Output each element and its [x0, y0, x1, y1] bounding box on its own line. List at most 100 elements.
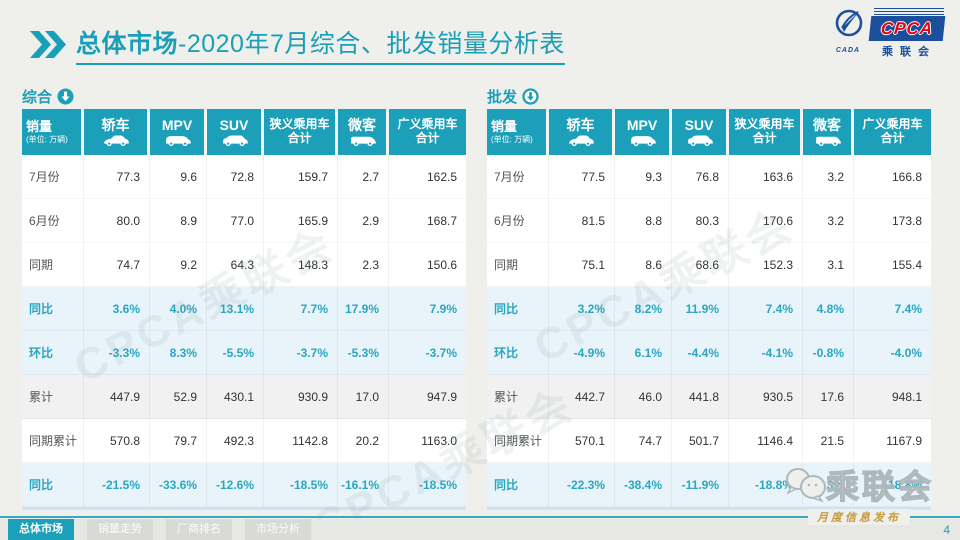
cada-label: CADA — [835, 47, 861, 54]
column-header: MPV — [150, 109, 207, 155]
title-prefix: 总体市场 — [76, 30, 179, 58]
table-cell: 9.2 — [150, 243, 207, 287]
row-label: 同比 — [22, 287, 84, 331]
table-cell: -0.8% — [803, 331, 854, 375]
footer-tab-bar: 总体市场 销量走势 厂商排名 市场分析 — [0, 519, 960, 540]
cpca-logo: CADA CPCA 乘联会 — [830, 8, 946, 59]
section-header-wholesale: 批发 — [487, 86, 931, 106]
tab-market-analysis[interactable]: 市场分析 — [245, 519, 311, 540]
table-cell: 1167.9 — [854, 419, 931, 463]
table-cell: 155.4 — [854, 243, 931, 287]
table-cell: 501.7 — [672, 419, 729, 463]
mpv-car-icon — [163, 134, 192, 147]
table-cell: -22.3% — [549, 463, 615, 507]
table-cell: 1146.4 — [729, 419, 803, 463]
table-cell: 21.5 — [803, 419, 854, 463]
table-cell: 8.6 — [615, 243, 672, 287]
row-label: 同期累计 — [22, 419, 84, 463]
table-cell: 8.8 — [615, 199, 672, 243]
column-header: 广义乘用车 合计 — [397, 117, 458, 145]
row-label: 环比 — [22, 331, 84, 375]
table-body: 7月份 77.3 9.6 72.8 159.7 2.7 162.5 6月份 80.0 8.9 77.… — [22, 155, 466, 510]
row-label: 同期 — [22, 243, 84, 287]
column-header: 狭义乘用车 合计 — [264, 109, 338, 155]
row-label: 环比 — [487, 331, 549, 375]
down-arrow-circle-icon — [57, 87, 74, 105]
table-cell: 7.7% — [264, 287, 338, 331]
cpca-text: CPCA — [879, 18, 935, 38]
sedan-car-icon — [566, 134, 595, 147]
column-header: 轿车 — [84, 109, 150, 155]
table-cell: 6.1% — [615, 331, 672, 375]
row-label: 同期累计 — [487, 419, 549, 463]
section-title: 批发 — [487, 88, 518, 106]
cada-badge-icon: CADA — [830, 8, 866, 54]
table-cell: -38.4% — [615, 463, 672, 507]
table-cell: 2.9 — [338, 199, 389, 243]
table-cell: 4.8% — [803, 287, 854, 331]
table-cell: 442.7 — [549, 375, 615, 419]
table-cell: 162.5 — [389, 155, 466, 199]
brand-caption: 月度信息发布 — [808, 509, 910, 525]
table-cell: 8.2% — [615, 287, 672, 331]
table-row: 累计 442.7 46.0 441.8 930.5 17.6 948.1 — [487, 375, 931, 419]
table-cell: 3.1 — [803, 243, 854, 287]
table-row: 同期 74.7 9.2 64.3 148.3 2.3 150.6 — [22, 243, 466, 287]
table-cell: 168.7 — [389, 199, 466, 243]
column-header: 轿车 — [549, 109, 615, 155]
chat-bubbles-icon — [786, 468, 826, 502]
comprehensive-table: 综合 销量 (单位: 万辆) 轿车 MPV SUV 狭义乘用车 合计 微客 广义乘用车 合计 7月… — [22, 86, 466, 510]
table-cell: 76.8 — [672, 155, 729, 199]
logo-subtitle: 乘联会 — [882, 46, 936, 58]
table-header: 销量 (单位: 万辆) 轿车 MPV SUV 狭义乘用车 合计 微客 广义乘用车 合计 — [487, 109, 931, 155]
table-cell: 81.5 — [549, 199, 615, 243]
column-header-sales: 销量 (单位: 万辆) — [22, 109, 84, 155]
minivan-icon — [813, 134, 842, 147]
table-cell: 163.6 — [729, 155, 803, 199]
row-label: 同比 — [487, 287, 549, 331]
table-cell: 492.3 — [207, 419, 264, 463]
table-cell: 1163.0 — [389, 419, 466, 463]
table-cell: 77.3 — [84, 155, 150, 199]
brand-name: 乘联会 — [825, 467, 934, 505]
table-row: 7月份 77.5 9.3 76.8 163.6 3.2 166.8 — [487, 155, 931, 199]
row-label: 累计 — [22, 375, 84, 419]
table-header: 销量 (单位: 万辆) 轿车 MPV SUV 狭义乘用车 合计 微客 广义乘用车 合计 — [22, 109, 466, 155]
table-cell: 79.7 — [150, 419, 207, 463]
table-row: 同期累计 570.1 74.7 501.7 1146.4 21.5 1167.9 — [487, 419, 931, 463]
table-row: 同比 3.2% 8.2% 11.9% 7.4% 4.8% 7.4% — [487, 287, 931, 331]
table-row: 6月份 81.5 8.8 80.3 170.6 3.2 173.8 — [487, 199, 931, 243]
table-row: 环比 -3.3% 8.3% -5.5% -3.7% -5.3% -3.7% — [22, 331, 466, 375]
table-cell: 3.6% — [84, 287, 150, 331]
double-chevron-icon — [30, 31, 68, 58]
row-label: 同比 — [487, 463, 549, 507]
table-cell: -18.8% — [854, 463, 931, 507]
table-cell: -4.1% — [729, 331, 803, 375]
suv-car-icon — [220, 134, 249, 147]
page-number: 4 — [943, 523, 950, 537]
table-cell: 74.7 — [84, 243, 150, 287]
tab-sales-trend[interactable]: 销量走势 — [87, 519, 153, 540]
table-row: 同期累计 570.8 79.7 492.3 1142.8 20.2 1163.0 — [22, 419, 466, 463]
table-cell: 930.5 — [729, 375, 803, 419]
tab-overall-market[interactable]: 总体市场 — [8, 519, 74, 540]
table-cell: 570.8 — [84, 419, 150, 463]
section-title: 综合 — [22, 88, 53, 106]
table-cell: 8.9 — [150, 199, 207, 243]
table-cell: 430.1 — [207, 375, 264, 419]
table-row: 7月份 77.3 9.6 72.8 159.7 2.7 162.5 — [22, 155, 466, 199]
table-cell: 74.7 — [615, 419, 672, 463]
table-cell: -4.9% — [549, 331, 615, 375]
table-cell: 17.0 — [338, 375, 389, 419]
table-cell: 64.3 — [207, 243, 264, 287]
column-header: SUV — [672, 109, 729, 155]
table-cell: -3.7% — [264, 331, 338, 375]
table-cell: 173.8 — [854, 199, 931, 243]
tab-manufacturer-ranking[interactable]: 厂商排名 — [166, 519, 232, 540]
minivan-icon — [348, 134, 377, 147]
table-cell: -3.7% — [389, 331, 466, 375]
table-cell: 447.9 — [84, 375, 150, 419]
row-label: 同比 — [22, 463, 84, 507]
table-row: 6月份 80.0 8.9 77.0 165.9 2.9 168.7 — [22, 199, 466, 243]
table-cell: 150.6 — [389, 243, 466, 287]
